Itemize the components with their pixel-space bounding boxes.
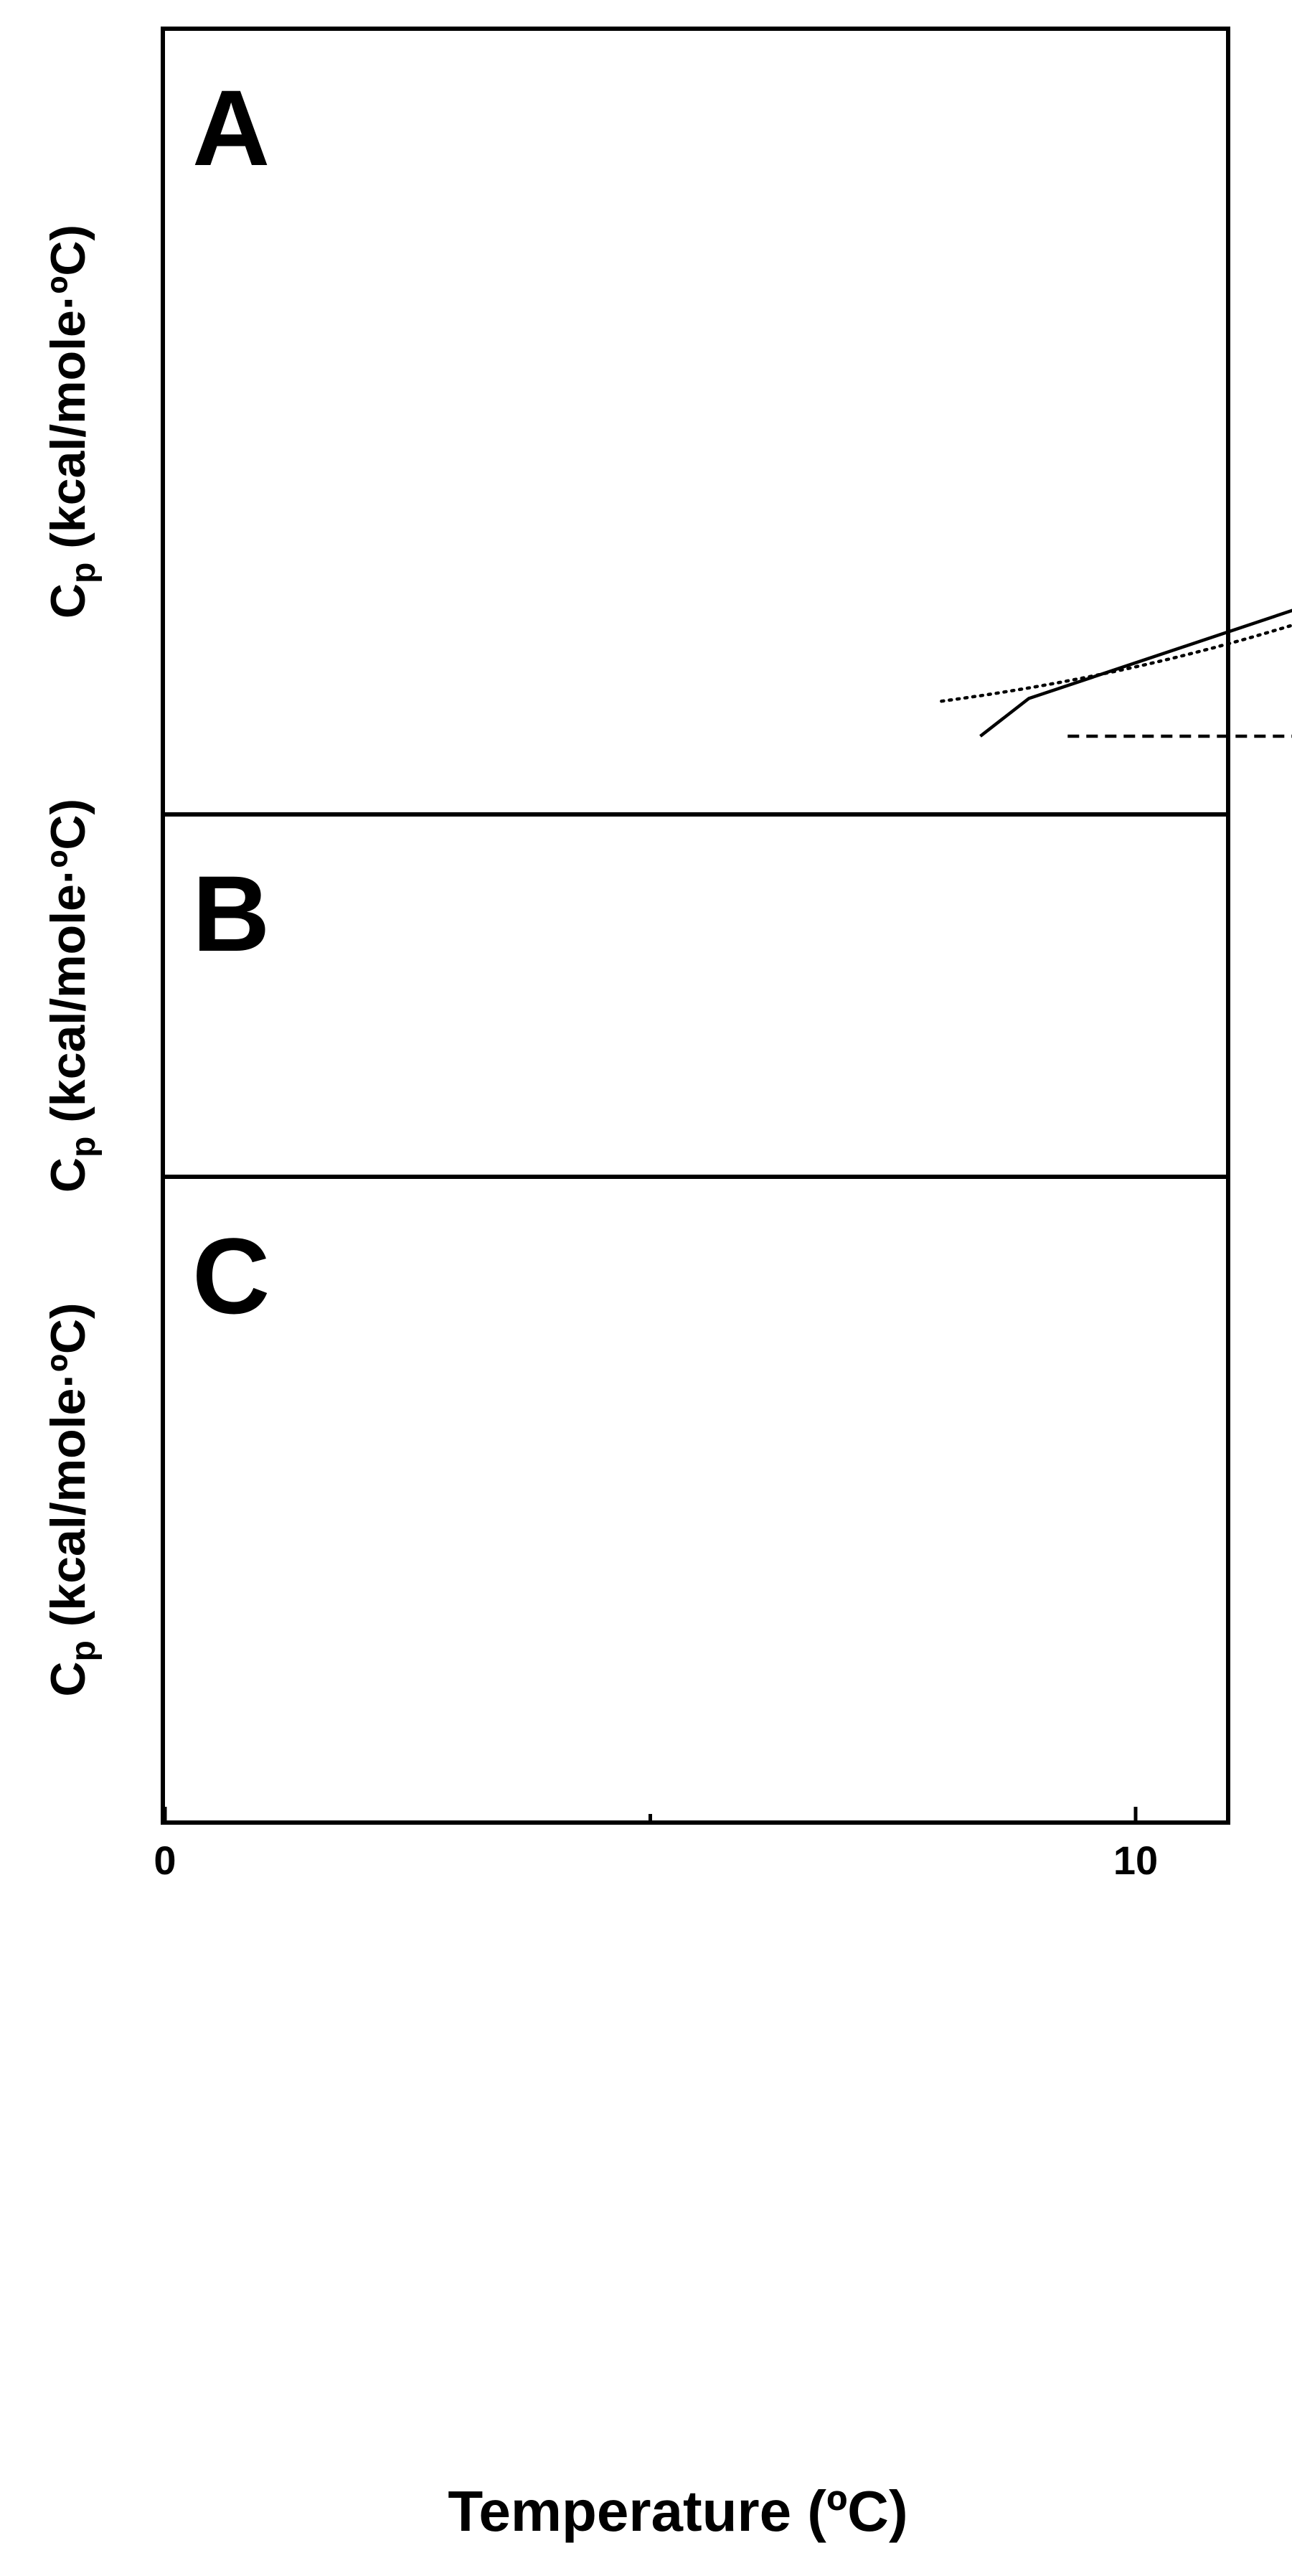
panels: A Cp (kcal/mole·ºC) B Cp (kcal/mole·ºC) C Cp … bbox=[41, 67, 1292, 1697]
panel-a: A Cp (kcal/mole·ºC) bbox=[41, 67, 1292, 738]
panel-c: C Cp (kcal/mole·ºC) bbox=[41, 1216, 270, 1697]
y-axis-label-b: Cp (kcal/mole·ºC) bbox=[41, 799, 103, 1193]
x-axis: 0102030405060708090100110 bbox=[154, 1807, 1158, 1883]
y-axis-label-c: Cp (kcal/mole·ºC) bbox=[41, 1302, 103, 1696]
y-axis-label-a: Cp (kcal/mole·ºC) bbox=[41, 225, 103, 619]
panel-frame-c bbox=[161, 1175, 1230, 1825]
panel-letter-b: B bbox=[192, 853, 270, 974]
panel-frame-b bbox=[161, 812, 1230, 1179]
component-curve-a-2 bbox=[1067, 734, 1292, 738]
measured-curve-a bbox=[979, 608, 1292, 738]
panel-frames bbox=[161, 27, 1230, 1825]
component-curve-a-1 bbox=[940, 624, 1292, 703]
panel-b: B Cp (kcal/mole·ºC) bbox=[41, 799, 270, 1193]
x-tick-label: 0 bbox=[154, 1838, 176, 1883]
panel-letter-c: C bbox=[192, 1216, 270, 1336]
panel-letter-a: A bbox=[192, 67, 270, 188]
x-tick-label: 10 bbox=[1113, 1838, 1158, 1883]
panel-frame-a bbox=[161, 27, 1230, 817]
x-axis-label: Temperature (ºC) bbox=[448, 2479, 907, 2543]
